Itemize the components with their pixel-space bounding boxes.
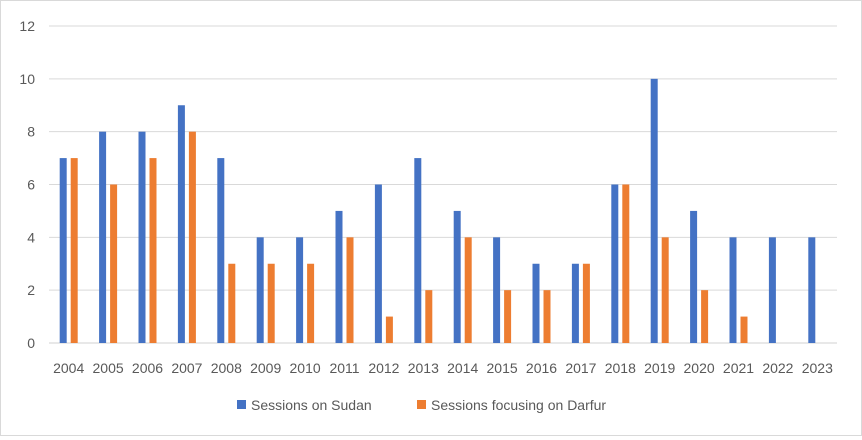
bar [149, 158, 157, 343]
x-tick-label: 2004 [53, 360, 84, 376]
bar [59, 158, 67, 343]
legend-label: Sessions on Sudan [251, 397, 372, 413]
bar [217, 158, 225, 343]
bars [59, 78, 816, 343]
bar [504, 290, 512, 343]
bar [110, 184, 118, 343]
bar [464, 237, 472, 343]
x-tick-label: 2012 [368, 360, 399, 376]
bar [346, 237, 354, 343]
legend-swatch [417, 400, 426, 409]
bar [543, 290, 551, 343]
x-tick-label: 2023 [802, 360, 833, 376]
y-tick-label: 12 [19, 18, 35, 34]
x-tick-label: 2009 [250, 360, 281, 376]
bar [582, 263, 590, 343]
bar [335, 210, 343, 343]
bar [385, 316, 393, 343]
y-tick-label: 6 [27, 177, 35, 193]
x-tick-label: 2022 [762, 360, 793, 376]
bar [808, 237, 816, 343]
legend-label: Sessions focusing on Darfur [431, 397, 606, 413]
x-tick-label: 2017 [565, 360, 596, 376]
legend-swatch [237, 400, 246, 409]
bar [740, 316, 748, 343]
x-tick-label: 2010 [290, 360, 321, 376]
bar [228, 263, 236, 343]
bar [188, 131, 196, 343]
x-tick-label: 2014 [447, 360, 478, 376]
bar [138, 131, 146, 343]
bar [768, 237, 776, 343]
bar [70, 158, 78, 343]
bar [99, 131, 107, 343]
x-tick-label: 2005 [93, 360, 124, 376]
bar [661, 237, 669, 343]
bar [414, 158, 422, 343]
bar [493, 237, 501, 343]
x-tick-label: 2013 [408, 360, 439, 376]
x-tick-label: 2016 [526, 360, 557, 376]
bar [177, 105, 185, 343]
x-tick-label: 2019 [644, 360, 675, 376]
x-tick-label: 2008 [211, 360, 242, 376]
bar [729, 237, 737, 343]
bar [256, 237, 264, 343]
x-tick-label: 2007 [171, 360, 202, 376]
bar [267, 263, 275, 343]
x-tick-label: 2015 [487, 360, 518, 376]
bar [307, 263, 315, 343]
bar [425, 290, 433, 343]
bar [453, 210, 461, 343]
bar [690, 210, 698, 343]
y-tick-label: 4 [27, 229, 35, 245]
bar [650, 78, 658, 343]
bar [532, 263, 540, 343]
bar [701, 290, 709, 343]
gridlines [49, 25, 837, 344]
x-tick-label: 2006 [132, 360, 163, 376]
x-tick-label: 2020 [684, 360, 715, 376]
bar [611, 184, 619, 343]
y-tick-label: 10 [19, 71, 35, 87]
x-tick-label: 2021 [723, 360, 754, 376]
x-tick-label: 2011 [329, 360, 359, 376]
y-tick-label: 8 [27, 124, 35, 140]
x-tick-label: 2018 [605, 360, 636, 376]
bar [374, 184, 382, 343]
y-axis-tick-labels: 0 2 4 6 8 10 12 [19, 18, 35, 351]
bar [622, 184, 630, 343]
y-tick-label: 0 [27, 335, 35, 351]
y-tick-label: 2 [27, 282, 35, 298]
bar [296, 237, 304, 343]
bar [571, 263, 579, 343]
x-axis-tick-labels: 2004 2005 2006 2007 2008 2009 2010 2011 2012 2013… [53, 360, 833, 376]
legend: Sessions on Sudan Sessions focusing on Da… [237, 397, 606, 413]
